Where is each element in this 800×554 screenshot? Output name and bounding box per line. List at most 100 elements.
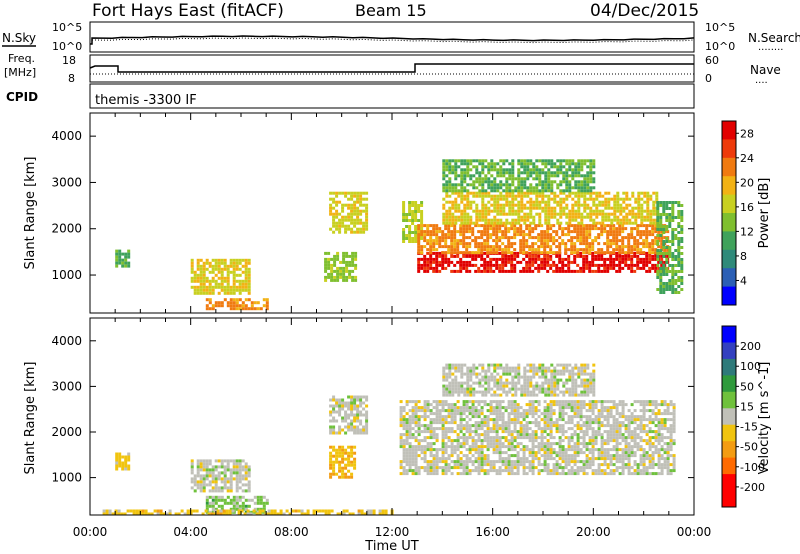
ytick-label-1: 2000 xyxy=(51,425,82,439)
cbar-frame xyxy=(721,120,737,306)
data-region-2 xyxy=(205,298,269,311)
power-ylabel: Slant Range [km] xyxy=(23,157,38,270)
cbar-swatch-3 xyxy=(722,375,736,393)
power-panel: 1000 2000 3000 4000 Slant Range [km] 4 8 12 16… xyxy=(23,112,772,314)
cbar-frame xyxy=(721,325,737,508)
nsky-tick-bottom: 10^0 xyxy=(52,40,82,53)
data-region-0 xyxy=(115,452,131,471)
cbar-swatch-1 xyxy=(722,139,736,159)
nsky-label: N.Sky xyxy=(2,31,36,45)
ytick-label-3: 4000 xyxy=(51,129,82,143)
date-label: 04/Dec/2015 xyxy=(590,1,699,21)
cbar-swatch-2 xyxy=(722,358,736,376)
data-region-10 xyxy=(656,201,684,294)
cbar-label-2: 12 xyxy=(740,225,754,238)
time-tick-label-5: 20:00 xyxy=(576,525,611,539)
time-tick-label-6: 00:00 xyxy=(677,525,712,539)
cbar-swatch-5 xyxy=(722,408,736,426)
cbar-label-0: 4 xyxy=(740,274,747,287)
data-region-4 xyxy=(329,191,369,234)
ytick-label-1: 2000 xyxy=(51,222,82,236)
cbar-swatch-2 xyxy=(722,157,736,177)
nave-tick-top: 60 xyxy=(705,54,719,67)
data-region-7 xyxy=(102,509,394,516)
cbar-label-1: 100 xyxy=(740,360,761,373)
cbar-swatch-6 xyxy=(722,424,736,442)
nsearch-tick-bottom: 10^0 xyxy=(705,40,735,53)
freq-tick-bottom: 8 xyxy=(68,72,75,85)
cbar-swatch-3 xyxy=(722,176,736,196)
freq-tick-top: 18 xyxy=(62,54,76,67)
data-region-1 xyxy=(190,459,251,493)
time-axis: 00:00 04:00 08:00 12:00 16:00 20:00 00:00 xyxy=(73,525,712,539)
cbar-label-3: 15 xyxy=(740,400,754,413)
cbar-label-6: 28 xyxy=(740,127,754,140)
cbar-label-2: 50 xyxy=(740,380,754,393)
cbar-label-4: 20 xyxy=(740,176,754,189)
velocity-panel: 1000 2000 3000 4000 Slant Range [km] 200 100… xyxy=(23,317,772,516)
cbar-swatch-0 xyxy=(722,121,736,140)
cbar-label-3: 16 xyxy=(740,201,754,214)
nsearch-tick-top: 10^5 xyxy=(705,21,735,34)
cbar-swatch-10 xyxy=(722,490,736,508)
time-tick-label-4: 16:00 xyxy=(475,525,510,539)
cbar-label-7: -200 xyxy=(740,481,765,494)
plot-title: Fort Hays East (fitACF) xyxy=(92,1,284,21)
data-region-7 xyxy=(417,224,670,255)
nsky-series xyxy=(90,35,695,45)
freq-label-1: Freq. xyxy=(8,52,35,65)
nsearch-label: N.Search xyxy=(748,31,800,45)
nsky-tick-top: 10^5 xyxy=(52,21,82,34)
ytick-label-2: 3000 xyxy=(51,175,82,189)
cbar-swatch-9 xyxy=(722,286,736,306)
ytick-label-0: 1000 xyxy=(51,268,82,282)
cbar-swatch-1 xyxy=(722,342,736,360)
data-region-3 xyxy=(329,445,357,479)
data-region-9 xyxy=(442,159,596,193)
cbar-swatch-4 xyxy=(722,391,736,409)
power-cbar-label: Power [dB] xyxy=(757,178,772,249)
noise-panel: N.Sky 10^5 10^0 10^5 10^0 N.Search .....… xyxy=(2,21,800,53)
power-axis-ticks: 1000 2000 3000 4000 xyxy=(51,113,695,313)
cbar-swatch-7 xyxy=(722,249,736,269)
cbar-swatch-7 xyxy=(722,441,736,459)
velocity-axis-ticks: 1000 2000 3000 4000 xyxy=(51,318,695,515)
power-data xyxy=(115,159,684,311)
freq-series xyxy=(89,63,694,73)
nave-legend: .... xyxy=(755,75,768,86)
velocity-cbar-label: Velocity [m s^-1] xyxy=(757,362,772,475)
data-region-0 xyxy=(115,249,131,268)
freq-label-2: [MHz] xyxy=(4,66,36,79)
freq-panel: Freq. [MHz] 18 8 60 0 Nave .... xyxy=(4,52,781,86)
velocity-ylabel: Slant Range [km] xyxy=(23,362,38,475)
data-region-6 xyxy=(417,251,670,273)
data-region-1 xyxy=(190,258,251,295)
cbar-swatch-5 xyxy=(722,213,736,232)
cbar-label-1: 8 xyxy=(740,250,747,263)
time-tick-label-0: 00:00 xyxy=(73,525,108,539)
cbar-swatch-6 xyxy=(722,231,736,251)
data-region-5 xyxy=(399,400,676,476)
cbar-label-5: 24 xyxy=(740,152,754,165)
cpid-panel: CPID themis -3300 IF xyxy=(6,83,695,109)
power-colorbar: 4 8 12 16 20 24 28 xyxy=(721,120,754,306)
cbar-label-6: -100 xyxy=(740,461,765,474)
data-region-3 xyxy=(324,251,358,282)
cbar-swatch-9 xyxy=(722,474,736,492)
cbar-label-0: 200 xyxy=(740,340,761,353)
data-region-6 xyxy=(442,363,596,397)
cbar-swatch-0 xyxy=(722,326,736,343)
cbar-swatch-4 xyxy=(722,194,736,214)
data-region-4 xyxy=(329,395,369,435)
ytick-label-2: 3000 xyxy=(51,379,82,393)
time-tick-label-1: 04:00 xyxy=(173,525,208,539)
nave-label: Nave xyxy=(750,63,781,77)
beam-label: Beam 15 xyxy=(355,1,427,20)
time-tick-label-2: 08:00 xyxy=(274,525,309,539)
time-tick-label-3: 12:00 xyxy=(375,525,410,539)
cbar-swatch-8 xyxy=(722,268,736,288)
cpid-label: CPID xyxy=(6,90,38,104)
ytick-label-3: 4000 xyxy=(51,334,82,348)
